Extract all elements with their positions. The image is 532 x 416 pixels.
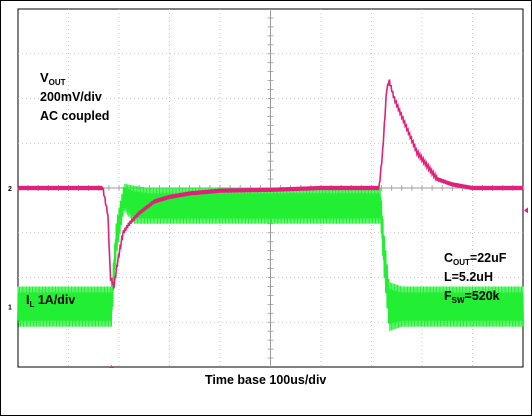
fsw-annotation: FSW=520k [444, 289, 500, 305]
vout-label-main: V [40, 70, 49, 85]
fsw-main: F [444, 289, 452, 303]
vout-label-sub: OUT [49, 78, 66, 87]
cout-main: C [444, 251, 453, 265]
vout-coupling-label: AC coupled [40, 109, 109, 123]
inductance-annotation: L=5.2uH [444, 270, 493, 284]
trigger-level-marker [524, 207, 528, 214]
cout-annotation: COUT=22uF [444, 251, 507, 267]
vout-scale-label: 200mV/div [40, 90, 102, 104]
vout-trace [17, 79, 524, 289]
vout-ref-marker: 2 [8, 186, 12, 193]
cout-sub: OUT [453, 258, 470, 267]
il-ref-marker: 1 [8, 305, 12, 312]
fsw-sub: SW [452, 296, 465, 305]
il-label-sub: L [29, 300, 34, 309]
trigger-position-marker [109, 365, 114, 368]
time-base-label: Time base 100us/div [205, 373, 326, 387]
scope-traces [17, 79, 524, 331]
il-label-rest: 1A/div [34, 293, 75, 307]
cout-rest: =22uF [470, 251, 507, 265]
il-label: IL 1A/div [26, 293, 75, 309]
il-label-main: I [26, 293, 29, 307]
fsw-rest: =520k [465, 289, 500, 303]
channel-markers: 21 [8, 186, 528, 368]
vout-label: VOUT [40, 70, 66, 87]
